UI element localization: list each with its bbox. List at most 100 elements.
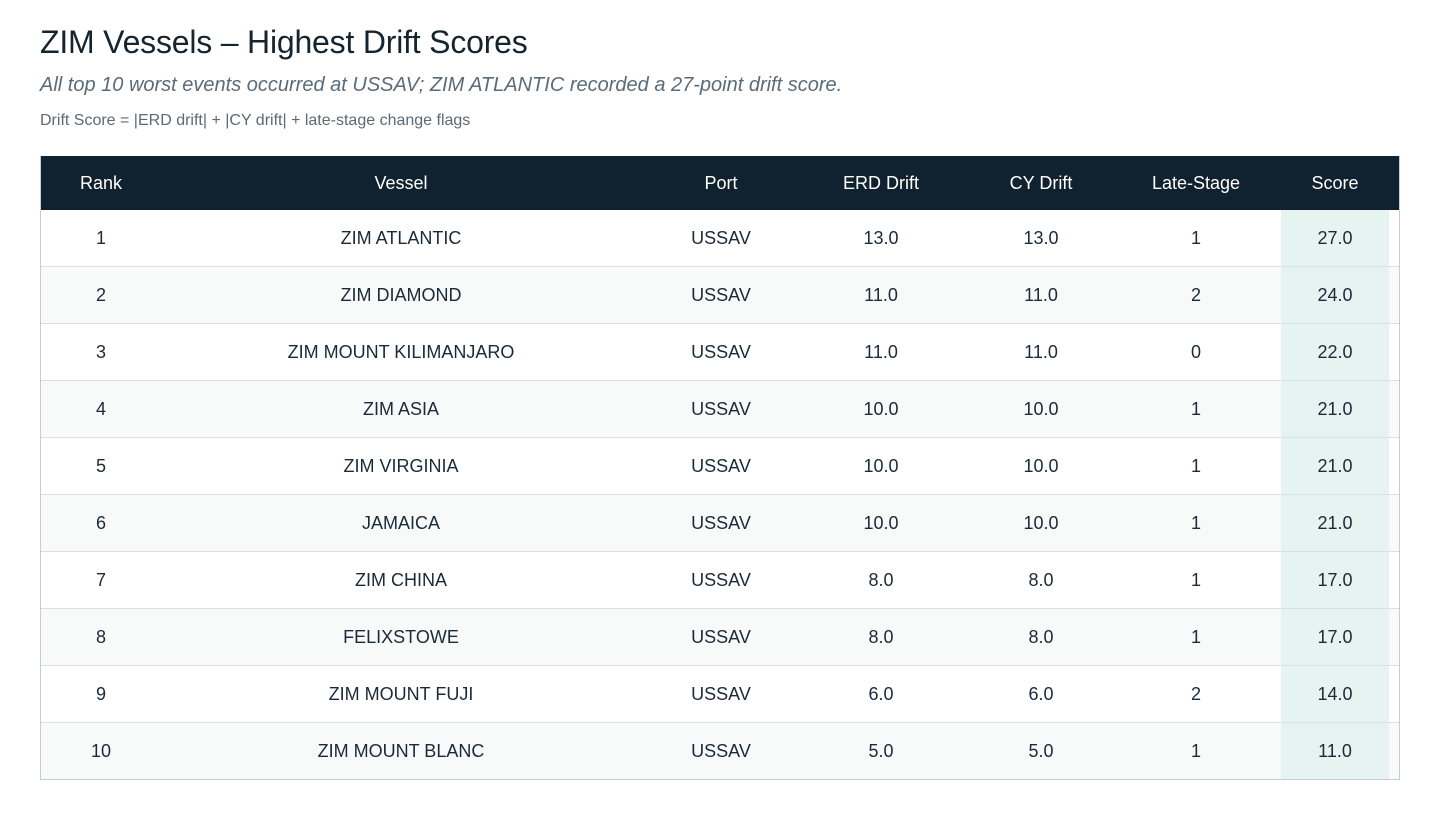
cell-cy-drift: 11.0 [961,266,1121,324]
cell-vessel: ZIM VIRGINIA [161,437,641,495]
cell-cy-drift: 5.0 [961,722,1121,779]
table-row[interactable]: 6 JAMAICA USSAV 10.0 10.0 1 21.0 [41,494,1399,552]
score-highlight: 17.0 [1281,552,1389,608]
cell-late-stage: 2 [1121,665,1271,723]
cell-vessel: ZIM DIAMOND [161,266,641,324]
score-highlight: 24.0 [1281,267,1389,323]
cell-vessel: ZIM ATLANTIC [161,210,641,267]
cell-late-stage: 0 [1121,323,1271,381]
cell-erd-drift: 8.0 [801,551,961,609]
cell-vessel: ZIM MOUNT FUJI [161,665,641,723]
table-header: Rank Vessel Port ERD Drift CY Drift Late… [41,156,1399,210]
cell-score: 27.0 [1271,210,1399,267]
cell-cy-drift: 8.0 [961,551,1121,609]
cell-rank: 10 [41,722,161,779]
cell-rank: 4 [41,380,161,438]
cell-rank: 2 [41,266,161,324]
cell-port: USSAV [641,266,801,324]
table-row[interactable]: 4 ZIM ASIA USSAV 10.0 10.0 1 21.0 [41,380,1399,438]
cell-late-stage: 2 [1121,266,1271,324]
cell-cy-drift: 6.0 [961,665,1121,723]
cell-port: USSAV [641,608,801,666]
cell-rank: 6 [41,494,161,552]
cell-score: 22.0 [1271,323,1399,381]
column-header-erd-drift[interactable]: ERD Drift [801,156,961,210]
header-block: ZIM Vessels – Highest Drift Scores All t… [0,0,1440,132]
cell-port: USSAV [641,380,801,438]
cell-erd-drift: 11.0 [801,266,961,324]
cell-late-stage: 1 [1121,722,1271,779]
column-header-rank[interactable]: Rank [41,156,161,210]
cell-rank: 9 [41,665,161,723]
cell-cy-drift: 10.0 [961,494,1121,552]
cell-erd-drift: 10.0 [801,437,961,495]
cell-erd-drift: 8.0 [801,608,961,666]
cell-late-stage: 1 [1121,551,1271,609]
page-subtitle: All top 10 worst events occurred at USSA… [40,74,843,96]
cell-score: 21.0 [1271,437,1399,495]
cell-late-stage: 1 [1121,437,1271,495]
cell-erd-drift: 5.0 [801,722,961,779]
cell-erd-drift: 6.0 [801,665,961,723]
score-highlight: 21.0 [1281,495,1389,551]
cell-score: 17.0 [1271,608,1399,666]
score-highlight: 14.0 [1281,666,1389,722]
page-title: ZIM Vessels – Highest Drift Scores [40,24,528,60]
cell-score: 14.0 [1271,665,1399,723]
cell-late-stage: 1 [1121,380,1271,438]
table-row[interactable]: 9 ZIM MOUNT FUJI USSAV 6.0 6.0 2 14.0 [41,665,1399,723]
drift-table-container: Rank Vessel Port ERD Drift CY Drift Late… [40,156,1400,780]
cell-vessel: FELIXSTOWE [161,608,641,666]
column-header-score[interactable]: Score [1271,156,1399,210]
cell-vessel: ZIM CHINA [161,551,641,609]
column-header-late-stage[interactable]: Late-Stage [1121,156,1271,210]
cell-port: USSAV [641,551,801,609]
cell-rank: 8 [41,608,161,666]
cell-cy-drift: 8.0 [961,608,1121,666]
cell-port: USSAV [641,494,801,552]
cell-vessel: ZIM ASIA [161,380,641,438]
cell-cy-drift: 10.0 [961,437,1121,495]
table-row[interactable]: 8 FELIXSTOWE USSAV 8.0 8.0 1 17.0 [41,608,1399,666]
cell-rank: 3 [41,323,161,381]
cell-vessel: JAMAICA [161,494,641,552]
cell-score: 24.0 [1271,266,1399,324]
score-highlight: 17.0 [1281,609,1389,665]
cell-cy-drift: 13.0 [961,210,1121,267]
cell-rank: 5 [41,437,161,495]
table-row[interactable]: 2 ZIM DIAMOND USSAV 11.0 11.0 2 24.0 [41,266,1399,324]
cell-port: USSAV [641,323,801,381]
cell-score: 21.0 [1271,380,1399,438]
score-highlight: 21.0 [1281,381,1389,437]
cell-cy-drift: 11.0 [961,323,1121,381]
table-body: 1 ZIM ATLANTIC USSAV 13.0 13.0 1 27.0 2 ZIM DIAM… [41,210,1399,779]
drift-table: Rank Vessel Port ERD Drift CY Drift Late… [41,156,1399,779]
column-header-cy-drift[interactable]: CY Drift [961,156,1121,210]
score-highlight: 11.0 [1281,723,1389,779]
score-highlight: 22.0 [1281,324,1389,380]
column-header-vessel[interactable]: Vessel [161,156,641,210]
table-row[interactable]: 3 ZIM MOUNT KILIMANJARO USSAV 11.0 11.0 0 22.0 [41,323,1399,381]
table-header-row: Rank Vessel Port ERD Drift CY Drift Late… [41,156,1399,210]
cell-port: USSAV [641,437,801,495]
cell-score: 21.0 [1271,494,1399,552]
column-header-port[interactable]: Port [641,156,801,210]
cell-rank: 7 [41,551,161,609]
cell-port: USSAV [641,210,801,267]
cell-score: 17.0 [1271,551,1399,609]
table-row[interactable]: 1 ZIM ATLANTIC USSAV 13.0 13.0 1 27.0 [41,210,1399,267]
score-highlight: 27.0 [1281,210,1389,266]
cell-late-stage: 1 [1121,210,1271,267]
table-row[interactable]: 7 ZIM CHINA USSAV 8.0 8.0 1 17.0 [41,551,1399,609]
cell-score: 11.0 [1271,722,1399,779]
cell-late-stage: 1 [1121,494,1271,552]
cell-erd-drift: 10.0 [801,494,961,552]
cell-erd-drift: 11.0 [801,323,961,381]
score-highlight: 21.0 [1281,438,1389,494]
table-row[interactable]: 10 ZIM MOUNT BLANC USSAV 5.0 5.0 1 11.0 [41,722,1399,779]
cell-erd-drift: 13.0 [801,210,961,267]
cell-port: USSAV [641,722,801,779]
cell-late-stage: 1 [1121,608,1271,666]
table-row[interactable]: 5 ZIM VIRGINIA USSAV 10.0 10.0 1 21.0 [41,437,1399,495]
